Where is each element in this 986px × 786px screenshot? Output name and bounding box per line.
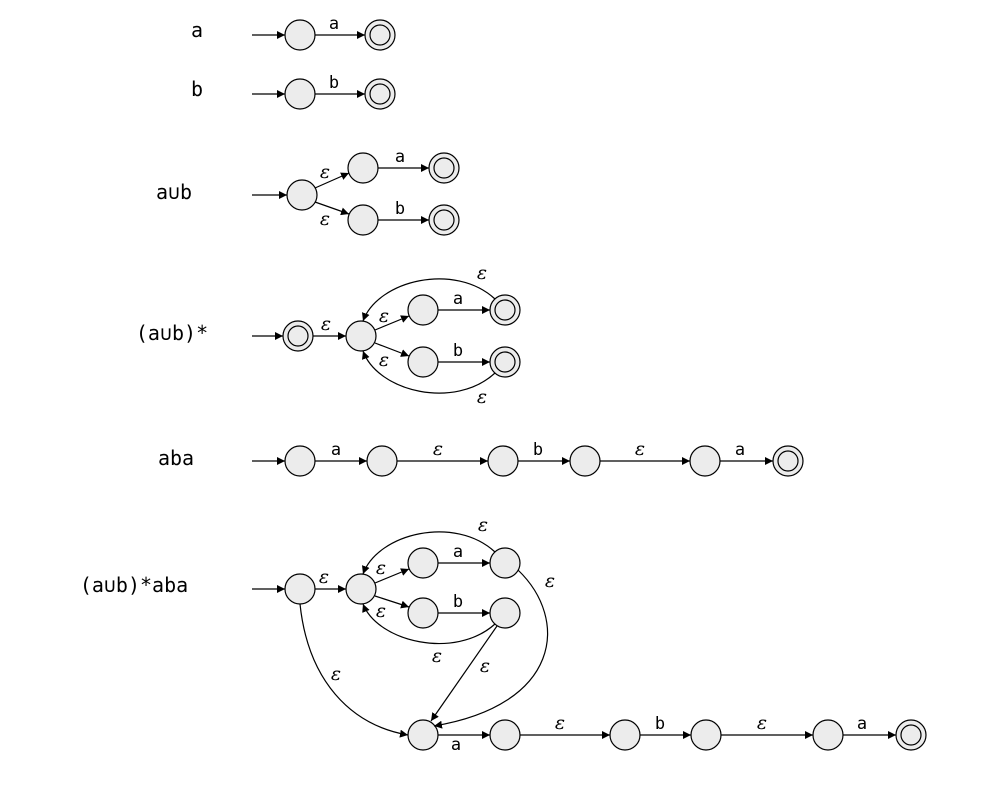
epsilon-label: ε (545, 570, 555, 592)
transition-arrow (430, 625, 498, 722)
epsilon-label: ε (635, 438, 645, 460)
symbol-label: b (533, 440, 543, 460)
accept-ring (777, 450, 799, 472)
epsilon-label: ε (376, 557, 386, 579)
accept-ring (494, 351, 516, 373)
epsilon-label: ε (320, 208, 330, 230)
transition-arrow (362, 531, 496, 575)
epsilon-label: ε (379, 349, 389, 371)
state-node (689, 445, 721, 477)
transition-arrow (362, 278, 496, 322)
state-node (489, 597, 521, 629)
regex-label-full: (a∪b)*aba (80, 573, 188, 597)
state-node (284, 78, 316, 110)
epsilon-label: ε (379, 305, 389, 327)
state-node (366, 445, 398, 477)
state-node (284, 573, 316, 605)
transition-arrow (362, 603, 496, 645)
state-node (345, 320, 377, 352)
epsilon-label: ε (320, 161, 330, 183)
symbol-label: b (395, 199, 405, 219)
transition-arrow (374, 595, 410, 609)
epsilon-label: ε (555, 712, 565, 734)
epsilon-label: ε (757, 712, 767, 734)
regex-label-aba: aba (158, 446, 194, 470)
state-node (407, 719, 439, 751)
state-node (284, 19, 316, 51)
transition-arrow (314, 172, 350, 189)
state-node (347, 204, 379, 236)
accept-ring (287, 325, 309, 347)
state-node (489, 547, 521, 579)
epsilon-label: ε (480, 655, 490, 677)
accept-ring (433, 157, 455, 179)
epsilon-label: ε (477, 386, 487, 408)
state-node (812, 719, 844, 751)
epsilon-label: ε (432, 645, 442, 667)
accept-ring (369, 83, 391, 105)
accept-ring (900, 724, 922, 746)
state-node (407, 547, 439, 579)
regex-label-union: a∪b (156, 180, 192, 204)
transition-arrow (362, 350, 496, 394)
regex-label-star: (a∪b)* (136, 321, 208, 345)
symbol-label: b (453, 592, 463, 612)
symbol-label: a (451, 735, 461, 755)
state-node (487, 445, 519, 477)
state-node (407, 346, 439, 378)
state-node (690, 719, 722, 751)
symbol-label: b (329, 73, 339, 93)
state-node (347, 152, 379, 184)
regex-label-a: a (191, 18, 203, 42)
symbol-label: b (453, 341, 463, 361)
symbol-label: a (453, 542, 463, 562)
state-node (609, 719, 641, 751)
state-node (569, 445, 601, 477)
accept-ring (369, 24, 391, 46)
state-node (286, 179, 318, 211)
state-node (407, 597, 439, 629)
symbol-label: a (857, 714, 867, 734)
symbol-label: a (395, 147, 405, 167)
symbol-label: a (331, 440, 341, 460)
epsilon-label: ε (321, 313, 331, 335)
state-node (284, 445, 316, 477)
state-node (489, 719, 521, 751)
accept-ring (494, 299, 516, 321)
symbol-label: b (655, 714, 665, 734)
transition-arrow (374, 568, 410, 584)
state-node (345, 573, 377, 605)
symbol-label: a (735, 440, 745, 460)
epsilon-label: ε (433, 438, 443, 460)
accept-ring (433, 209, 455, 231)
transition-arrow (433, 569, 549, 729)
transition-arrow (374, 342, 410, 357)
epsilon-label: ε (376, 600, 386, 622)
state-node (407, 294, 439, 326)
transition-arrow (374, 315, 410, 331)
symbol-label: a (453, 289, 463, 309)
transition-arrow (299, 603, 409, 738)
transition-arrow (314, 201, 350, 216)
epsilon-label: ε (477, 262, 487, 284)
epsilon-label: ε (331, 663, 341, 685)
regex-label-b: b (191, 77, 203, 101)
epsilon-label: ε (478, 514, 488, 536)
epsilon-label: ε (319, 566, 329, 588)
symbol-label: a (329, 14, 339, 34)
